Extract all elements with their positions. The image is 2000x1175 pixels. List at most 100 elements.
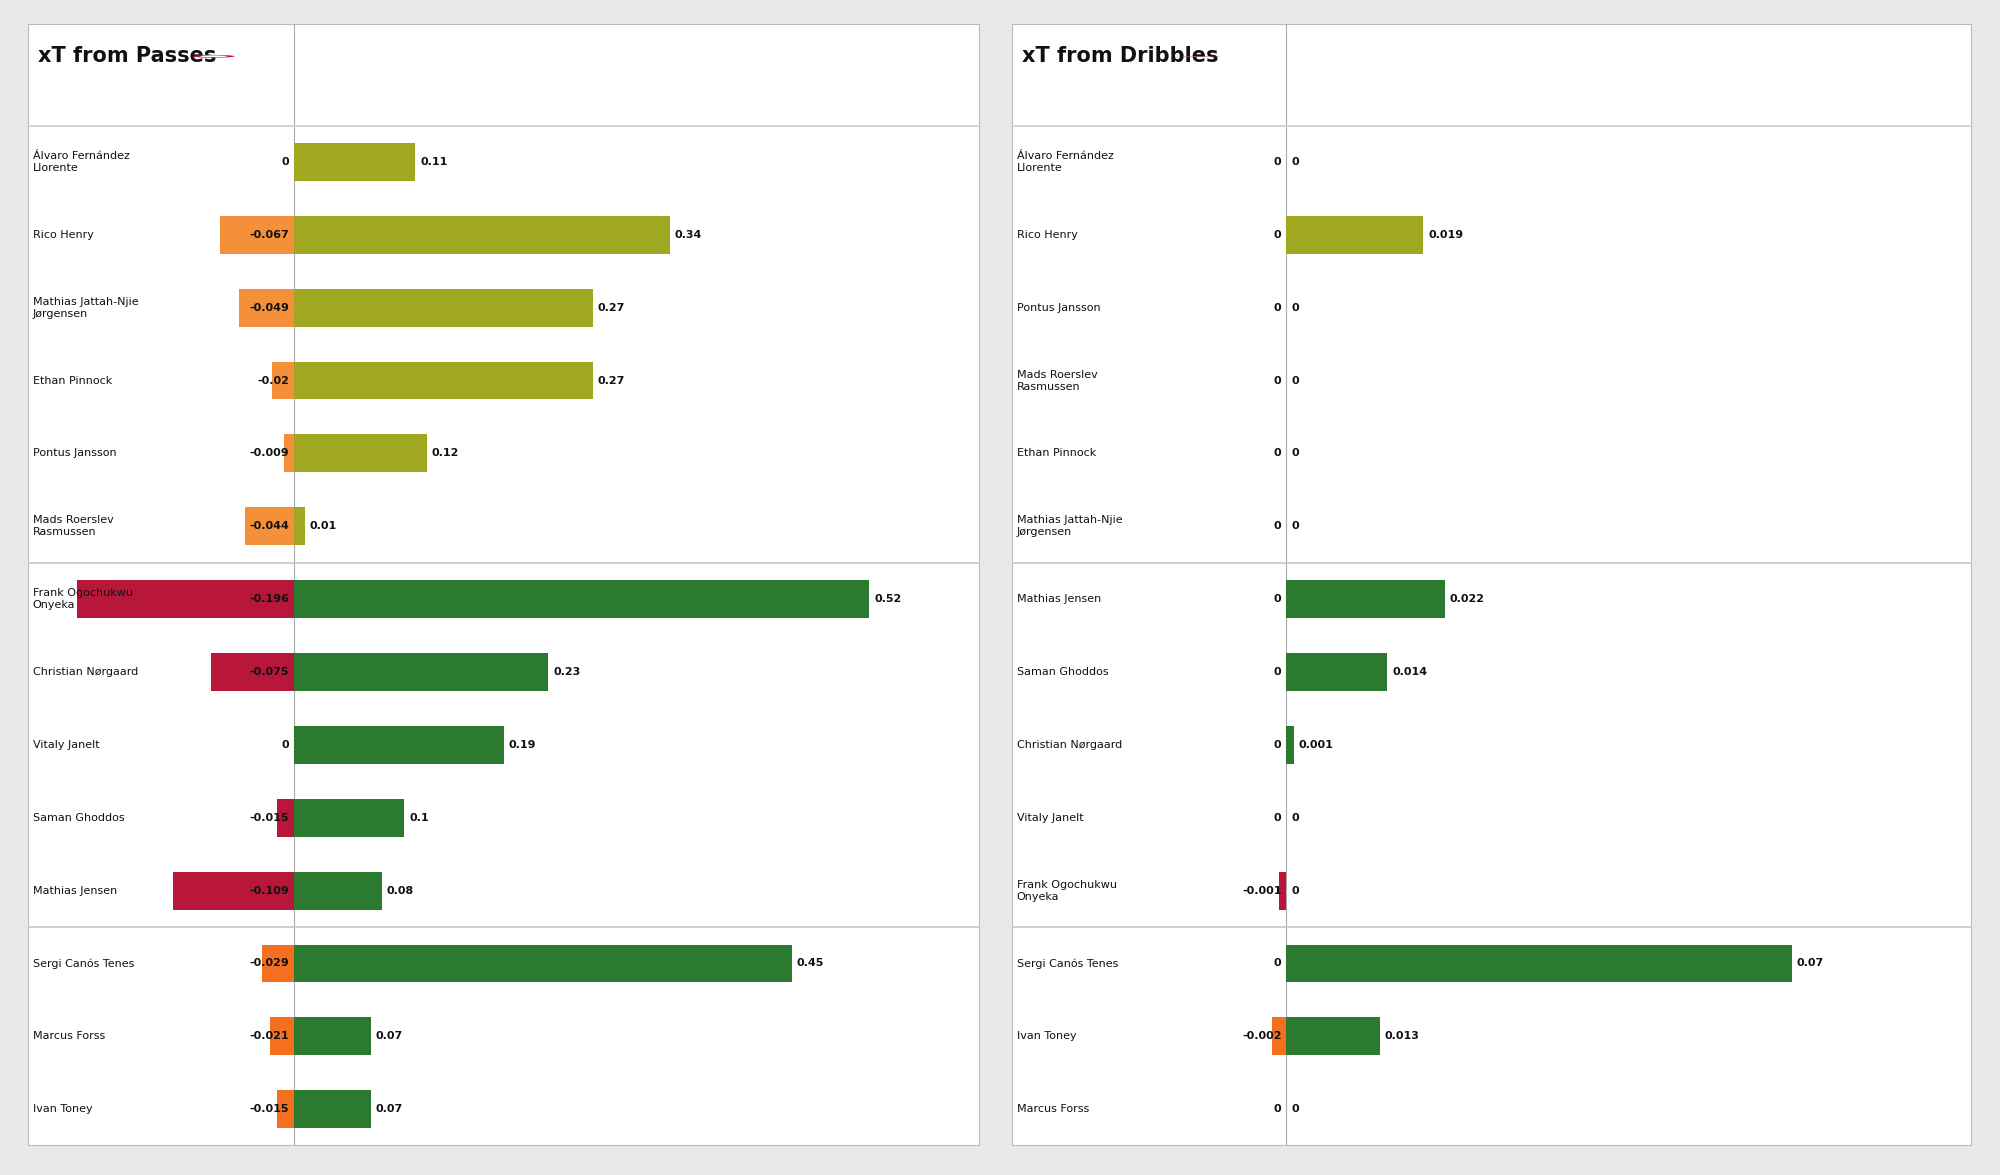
Text: Christian Nørgaard: Christian Nørgaard [32,667,138,677]
Bar [76,580,294,618]
Text: 0: 0 [1274,667,1282,677]
Text: 0.23: 0.23 [554,667,580,677]
Text: Marcus Forss: Marcus Forss [32,1032,106,1041]
Text: -0.029: -0.029 [250,959,288,968]
Text: 0.001: 0.001 [1298,740,1334,750]
Text: 0.08: 0.08 [386,886,414,895]
Bar [174,872,294,909]
Text: Mathias Jensen: Mathias Jensen [32,886,118,895]
Text: 0.013: 0.013 [1384,1032,1420,1041]
Bar [272,362,294,400]
Bar [1286,945,1792,982]
Bar [220,216,294,254]
Text: 0.45: 0.45 [796,959,824,968]
Text: 0: 0 [1274,230,1282,240]
Text: xT from Dribbles: xT from Dribbles [1022,46,1218,66]
Bar [294,799,404,837]
Text: Álvaro Fernández
Llorente: Álvaro Fernández Llorente [32,150,130,173]
Text: Ethan Pinnock: Ethan Pinnock [1016,449,1096,458]
Text: Rico Henry: Rico Henry [32,230,94,240]
Text: 0.014: 0.014 [1392,667,1428,677]
Text: Christian Nørgaard: Christian Nørgaard [1016,740,1122,750]
Text: 0: 0 [1292,1104,1298,1114]
Text: 0.07: 0.07 [1796,959,1824,968]
Text: 0: 0 [1274,376,1282,385]
Text: 0: 0 [1274,1104,1282,1114]
Text: 0: 0 [282,740,288,750]
Text: Ethan Pinnock: Ethan Pinnock [32,376,112,385]
Text: 0: 0 [1274,959,1282,968]
Bar [294,508,304,545]
Text: Saman Ghoddos: Saman Ghoddos [32,813,124,822]
Text: 0.1: 0.1 [410,813,428,822]
Bar [294,143,416,181]
Text: -0.021: -0.021 [250,1032,288,1041]
Text: 0.12: 0.12 [432,449,458,458]
Text: 0: 0 [1274,449,1282,458]
Text: -0.109: -0.109 [250,886,288,895]
Text: -0.001: -0.001 [1242,886,1282,895]
FancyBboxPatch shape [28,24,980,1146]
Text: Sergi Canós Tenes: Sergi Canós Tenes [1016,958,1118,968]
Text: 0: 0 [1274,303,1282,313]
Text: 0.52: 0.52 [874,595,902,604]
Text: Ivan Toney: Ivan Toney [32,1104,92,1114]
Text: Pontus Jansson: Pontus Jansson [1016,303,1100,313]
Text: 0: 0 [1292,886,1298,895]
Text: Ivan Toney: Ivan Toney [1016,1032,1076,1041]
Circle shape [200,55,228,58]
Bar [278,799,294,837]
Text: Frank Ogochukwu
Onyeka: Frank Ogochukwu Onyeka [1016,880,1116,901]
Bar [294,289,592,327]
Text: Mads Roerslev
Rasmussen: Mads Roerslev Rasmussen [32,516,114,537]
Text: -0.02: -0.02 [258,376,288,385]
Bar [244,508,294,545]
Text: 0: 0 [1292,376,1298,385]
Text: -0.067: -0.067 [250,230,288,240]
Text: Vitaly Janelt: Vitaly Janelt [1016,813,1084,822]
Bar [294,945,792,982]
Text: 0.01: 0.01 [310,522,336,531]
Bar [1286,653,1388,691]
Bar [294,653,548,691]
Text: Saman Ghoddos: Saman Ghoddos [1016,667,1108,677]
Text: Mathias Jattah-Njie
Jørgensen: Mathias Jattah-Njie Jørgensen [32,296,138,318]
Text: 0.11: 0.11 [420,157,448,167]
Text: 0.27: 0.27 [598,303,624,313]
Text: 0.07: 0.07 [376,1104,404,1114]
Text: 0: 0 [1292,157,1298,167]
Text: 0.34: 0.34 [674,230,702,240]
Text: Mathias Jensen: Mathias Jensen [1016,595,1102,604]
Text: 0: 0 [1274,595,1282,604]
Bar [294,1090,372,1128]
Bar [284,435,294,472]
Text: Sergi Canós Tenes: Sergi Canós Tenes [32,958,134,968]
Circle shape [192,55,234,58]
Text: 0: 0 [1292,522,1298,531]
Text: Rico Henry: Rico Henry [1016,230,1078,240]
Bar [294,216,670,254]
Bar [1286,1018,1380,1055]
Bar [294,580,870,618]
Bar [294,726,504,764]
Text: Marcus Forss: Marcus Forss [1016,1104,1090,1114]
Text: 0.022: 0.022 [1450,595,1484,604]
Bar [278,1090,294,1128]
Bar [294,435,426,472]
Text: 0: 0 [1274,813,1282,822]
Text: -0.044: -0.044 [250,522,288,531]
Text: Pontus Jansson: Pontus Jansson [32,449,116,458]
Text: 0: 0 [1292,449,1298,458]
Bar [262,945,294,982]
Text: xT from Passes: xT from Passes [38,46,216,66]
Text: 0: 0 [1274,157,1282,167]
Bar [1280,872,1286,909]
Text: -0.015: -0.015 [250,1104,288,1114]
Text: -0.196: -0.196 [248,595,288,604]
Text: 0.27: 0.27 [598,376,624,385]
Bar [270,1018,294,1055]
Text: -0.015: -0.015 [250,813,288,822]
Bar [240,289,294,327]
Text: 0: 0 [282,157,288,167]
Bar [1286,726,1294,764]
